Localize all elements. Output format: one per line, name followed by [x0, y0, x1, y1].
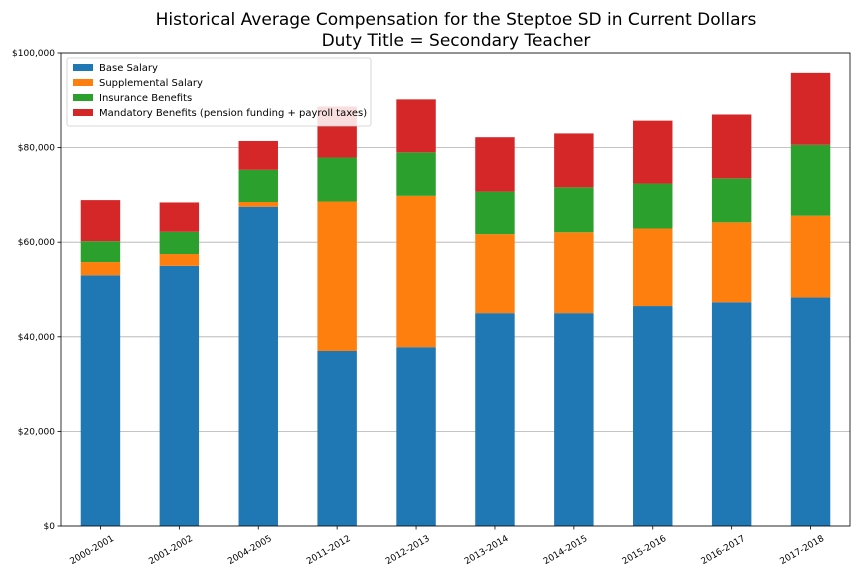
x-tick-label: 2004-2005 — [226, 534, 273, 567]
bar-segment — [790, 144, 831, 216]
x-tick-label: 2012-2013 — [384, 534, 431, 567]
bar-segment — [633, 228, 673, 307]
legend-label: Mandatory Benefits (pension funding + pa… — [99, 108, 367, 119]
y-tick-label: $80,000 — [18, 144, 55, 154]
bar-segment — [159, 202, 200, 232]
legend-swatch — [73, 94, 93, 101]
x-tick-label: 2015-2016 — [621, 534, 669, 567]
bar-segment — [554, 133, 594, 188]
y-tick-label: $40,000 — [18, 333, 55, 343]
legend-label: Base Salary — [99, 63, 158, 74]
x-tick-label: 2001-2002 — [147, 534, 194, 567]
legend-swatch — [73, 79, 93, 86]
axes — [60, 52, 851, 527]
bar-segment — [554, 187, 594, 233]
x-tick-label: 2013-2014 — [463, 534, 511, 567]
bar-segment — [554, 313, 594, 526]
bar-segment — [317, 350, 357, 526]
bar-segment — [711, 114, 752, 179]
y-tick-label: $0 — [44, 522, 56, 532]
bar-segment — [159, 254, 200, 266]
x-tick-label: 2011-2012 — [305, 534, 352, 567]
bar-segment — [159, 231, 200, 255]
y-axis-ticks: $0 $20,000 $40,000 $60,000 $80,000 $100,000 — [12, 49, 61, 532]
bar-segment — [475, 137, 515, 192]
chart-title: Historical Average Compensation for the … — [156, 10, 757, 30]
bar-segment — [711, 178, 752, 223]
bar-segment — [475, 191, 515, 235]
bar-segment — [711, 302, 752, 526]
legend-swatch — [73, 109, 93, 116]
bar-segment — [80, 241, 121, 263]
legend: Base Salary Supplemental Salary Insurance … — [66, 57, 372, 127]
bars — [80, 72, 831, 526]
bar-segment — [80, 262, 121, 276]
legend-box — [66, 57, 372, 127]
x-tick-label: 2014-2015 — [542, 534, 589, 567]
chart-subtitle: Duty Title = Secondary Teacher — [322, 31, 591, 51]
bar-segment — [317, 201, 357, 351]
y-tick-label: $20,000 — [18, 427, 55, 437]
bar-segment — [633, 183, 673, 229]
bar-segment — [317, 157, 357, 202]
bar-segment — [159, 265, 200, 526]
bar-segment — [238, 140, 278, 170]
bar-segment — [554, 232, 594, 314]
bar-segment — [475, 234, 515, 314]
bar-segment — [238, 169, 278, 202]
bar-segment — [396, 99, 436, 153]
x-axis-ticks: 2000-2001 2001-2002 2004-2005 2011-2012 2012… — [68, 526, 826, 567]
bar-segment — [711, 222, 752, 303]
bar-segment — [475, 313, 515, 526]
bar-segment — [790, 297, 831, 526]
bar-segment — [633, 306, 673, 526]
bar-segment — [238, 201, 278, 207]
x-tick-label: 2000-2001 — [68, 534, 115, 567]
bar-segment — [80, 200, 121, 242]
x-tick-label: 2016-2017 — [700, 534, 747, 567]
y-tick-label: $100,000 — [12, 49, 55, 59]
y-tick-label: $60,000 — [18, 238, 55, 248]
plot-frame — [60, 52, 851, 527]
bar-segment — [790, 72, 831, 145]
legend-label: Insurance Benefits — [99, 93, 192, 104]
legend-swatch — [73, 64, 93, 71]
bar-segment — [790, 215, 831, 298]
bar-segment — [633, 120, 673, 184]
bar-segment — [396, 195, 436, 348]
bar-segment — [396, 347, 436, 526]
bar-segment — [80, 275, 121, 526]
bar-segment — [396, 152, 436, 196]
legend-label: Supplemental Salary — [99, 78, 203, 89]
x-tick-label: 2017-2018 — [779, 534, 827, 567]
bar-segment — [238, 206, 278, 526]
